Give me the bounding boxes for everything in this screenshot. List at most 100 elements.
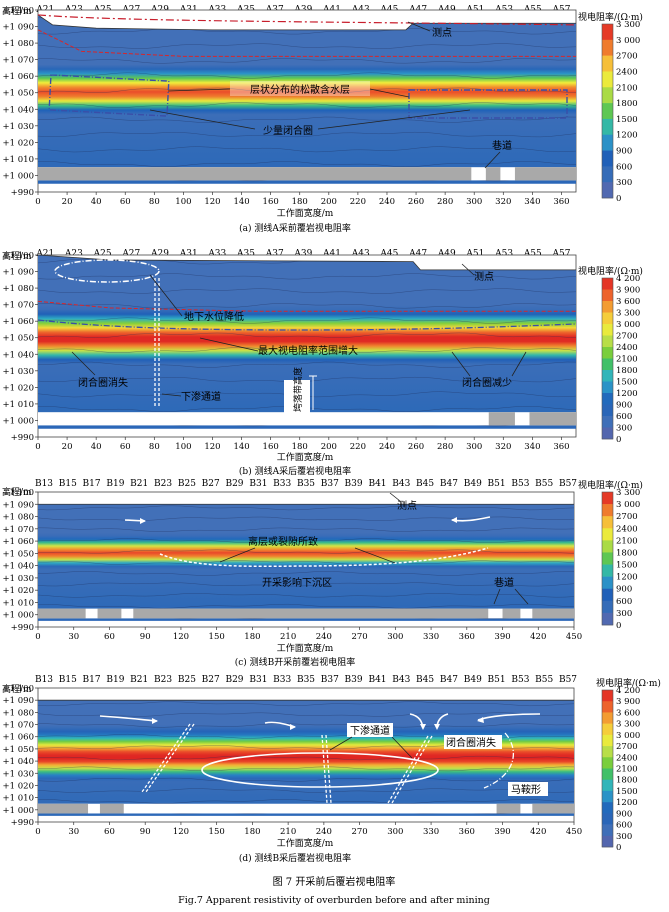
- panel-c-colorbar-swatch: [602, 564, 613, 577]
- panel-d-seepage-left-2: [145, 723, 195, 793]
- panel-c-leader-crack-1: [219, 547, 256, 563]
- panel-b-colorbar-tick-label: 1200: [616, 389, 638, 399]
- panel-c-ytick-label: +1 060: [3, 537, 34, 547]
- panel-b-colorbar-tick-label: 3 000: [616, 320, 640, 330]
- panel-c-colorbar-swatch: [602, 504, 613, 517]
- panel-a-colorbar-swatch: [602, 71, 613, 88]
- panel-a-ytick-label: +1 010: [3, 155, 34, 165]
- panel-a-xtick-label: 160: [263, 197, 279, 207]
- panel-c-arrow-right-head: [451, 517, 457, 523]
- panel-d-station-label: B45: [416, 675, 434, 685]
- panel-b-ytick-label: +1 100: [3, 251, 34, 261]
- panel-b-colorbar-swatch: [602, 335, 613, 348]
- panel-d-ytick-label: +990: [11, 818, 34, 828]
- panel-b-station-label: A47: [408, 249, 427, 259]
- panel-c-xtick-label: 390: [494, 632, 510, 642]
- panel-a-xtick-label: 320: [495, 197, 511, 207]
- panel-d-xtick-label: 330: [423, 827, 439, 837]
- panel-a-colorbar-swatch: [602, 134, 613, 151]
- figure-caption-cn: 图 7 开采前后覆岩视电阻率: [273, 875, 396, 888]
- panel-b-leader-water: [149, 274, 183, 317]
- panel-b-max-zone-outline: [37, 319, 576, 331]
- panel-c-xtick-label: 180: [244, 632, 260, 642]
- panel-c-colorbar-swatch: [602, 492, 613, 505]
- panel-b-station-label: A27: [121, 249, 140, 259]
- panel-d-colorbar-tick-label: 1500: [616, 787, 638, 797]
- panel-b-ytick-label: +1 060: [3, 317, 34, 327]
- panel-c-station-label: B51: [488, 479, 506, 489]
- panel-b-xtick-label: 260: [408, 442, 424, 452]
- panel-a-xtick-label: 200: [321, 197, 337, 207]
- panel-a-xlabel: 工作面宽度/m: [277, 207, 334, 219]
- panel-c-roadway-block: [502, 608, 521, 619]
- panel-d-station-label: B29: [225, 675, 243, 685]
- panel-c-station-label: B57: [559, 479, 577, 489]
- panel-b-water-table-line: [37, 300, 576, 312]
- panel-c-station-label: B43: [392, 479, 410, 489]
- panel-c-xtick-label: 0: [35, 632, 40, 642]
- panel-b-xtick-label: 360: [553, 442, 569, 452]
- panel-c-colorbar-tick-label: 1500: [616, 561, 638, 571]
- panel-d-colorbar-tick-label: 600: [616, 821, 632, 831]
- panel-b-xtick-label: 280: [437, 442, 453, 452]
- panel-d-heatmap: [38, 700, 574, 816]
- panel-d-colorbar-swatch: [602, 768, 613, 781]
- panel-a-ylabel: 高程/m: [2, 5, 32, 17]
- panel-a-contour-line: [38, 43, 576, 49]
- panel-b-label-closed-less: 闭合圈减少: [462, 376, 512, 389]
- panel-a-colorbar-swatch: [602, 118, 613, 136]
- panel-a-contour-line: [38, 72, 576, 79]
- panel-a-leader-2: [369, 88, 410, 98]
- panel-b-colorbar-swatch: [602, 404, 613, 417]
- panel-a-colorbar-swatch: [602, 103, 613, 120]
- panel-a-measurement-line: [37, 14, 577, 26]
- panel-b-ytick-label: +1 020: [3, 383, 34, 393]
- panel-a-label-closed: 少量闭合圈: [263, 124, 313, 137]
- panel-d-xtick-label: 390: [494, 827, 510, 837]
- panel-b-station-label: A37: [265, 249, 284, 259]
- panel-c-xtick-label: 330: [423, 632, 439, 642]
- panel-d-seepage-mid-1: [321, 734, 328, 804]
- panel-b-ytick-label: +1 080: [3, 284, 34, 294]
- panel-c-station-label: B53: [511, 479, 529, 489]
- panel-d-station-label: B15: [59, 675, 77, 685]
- panel-d-colorbar-tick-label: 1800: [616, 776, 638, 786]
- panel-c-colorbar-tick-label: 1200: [616, 573, 638, 583]
- panel-a-xtick-label: 20: [62, 197, 73, 207]
- panel-c-ytick-label: +1 000: [3, 611, 34, 621]
- panel-a-xtick-label: 60: [120, 197, 131, 207]
- panel-a-colorbar-tick-label: 3 300: [616, 20, 640, 30]
- panel-b-contour-line: [38, 303, 576, 309]
- panel-b-colorbar-tick-label: 600: [616, 412, 632, 422]
- panel-d-xtick-label: 420: [530, 827, 546, 837]
- panel-b-xtick-label: 340: [524, 442, 540, 452]
- panel-b-xtick-label: 0: [35, 442, 40, 452]
- panel-c-station-label: B37: [321, 479, 339, 489]
- panel-c-colorbar-tick-label: 300: [616, 609, 632, 619]
- panel-a-ytick-label: +1 000: [3, 171, 34, 181]
- panel-b-station-label: A51: [465, 249, 484, 259]
- panel-b-roadway-block: [488, 412, 515, 426]
- panel-c-colorbar-swatch: [602, 612, 613, 626]
- panel-c-xtick-label: 210: [280, 632, 296, 642]
- panel-d-contour-line: [38, 766, 574, 772]
- panel-b-contour-line: [38, 332, 576, 338]
- panel-c-colorbar-swatch: [602, 588, 613, 602]
- panel-c-colorbar-swatch: [602, 540, 613, 553]
- panel-b-ytick-label: +1 090: [3, 268, 34, 278]
- panel-c-xtick-label: 240: [316, 632, 332, 642]
- panel-d-colorbar-tick-label: 2400: [616, 753, 638, 763]
- panel-c-crack-line: [159, 547, 489, 568]
- panel-b-xlabel: 工作面宽度/m: [277, 451, 334, 463]
- panel-a-xtick-label: 220: [350, 197, 366, 207]
- panel-c-points-leader: [389, 492, 401, 502]
- panel-c-xtick-label: 360: [459, 632, 475, 642]
- panel-a-label-roadway: 巷道: [492, 139, 512, 152]
- panel-a-contour-line: [38, 146, 576, 153]
- panel-c-xtick-label: 270: [351, 632, 367, 642]
- panel-c-colorbar-tick-label: 3 300: [616, 488, 640, 498]
- panel-d-colorbar-swatch: [602, 835, 613, 848]
- panel-c-xtick-label: 60: [104, 632, 115, 642]
- panel-c-station-label: B39: [345, 479, 363, 489]
- panel-c-station-label: B27: [202, 479, 220, 489]
